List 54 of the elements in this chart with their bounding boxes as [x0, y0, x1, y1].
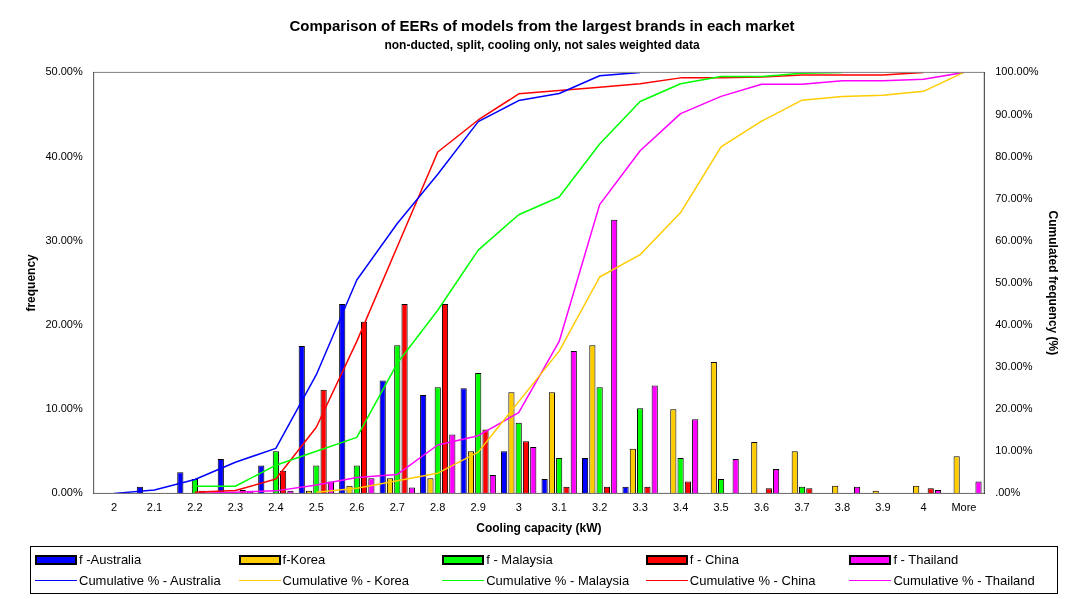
x-tick-label: 3.2 [592, 501, 608, 514]
y-tick-label: 40.00% [45, 149, 83, 162]
y-tick-label: 30.00% [45, 233, 83, 246]
x-tick-label: 2.4 [268, 501, 284, 514]
y2-tick-label: 20.00% [995, 402, 1033, 415]
x-tick-label: 2.2 [187, 501, 203, 514]
legend-label: Cumulative % - Korea [281, 572, 411, 590]
y2-tick-label: 40.00% [995, 318, 1033, 331]
y2-tick-label: 90.00% [995, 107, 1033, 120]
chart-subtitle: non-ducted, split, cooling only, not sales weighted data [384, 37, 700, 52]
y-tick-label: 50.00% [45, 65, 83, 78]
legend-label: Cumulative % - China [688, 572, 817, 590]
x-tick-label: 3.8 [834, 501, 851, 514]
y2-tick-label: .00% [995, 486, 1021, 499]
x-tick-label: 3.6 [753, 501, 770, 514]
chart-title: Comparison of EERs of models from the largest brands in each market [289, 17, 795, 35]
x-tick-label: 2.9 [470, 501, 486, 514]
legend-label: Cumulative % - Australia [78, 572, 222, 590]
y-tick-label: 20.00% [45, 318, 83, 331]
x-tick-label: 3.1 [551, 501, 567, 514]
x-tick-label: 2.1 [146, 501, 163, 514]
x-tick-label: 2 [110, 501, 118, 514]
x-tick-label: 3.5 [713, 501, 729, 514]
legend-label: f - Malaysia [485, 551, 554, 569]
x-tick-label: 3.3 [632, 501, 648, 514]
x-tick-label: 4 [920, 501, 927, 514]
y2-tick-label: 100.00% [995, 65, 1039, 78]
legend-label: Cumulative % - Malaysia [485, 572, 631, 590]
x-tick-label: More [951, 501, 977, 514]
x-tick-label: 2.8 [430, 501, 446, 514]
y-tick-label: 0.00% [51, 486, 83, 499]
x-tick-label: 3.4 [672, 501, 689, 514]
y2-tick-label: 70.00% [995, 191, 1033, 204]
x-tick-label: 3 [515, 501, 522, 514]
y2-tick-label: 80.00% [995, 149, 1033, 162]
y2-tick-label: 60.00% [995, 233, 1033, 246]
legend-label: f - China [688, 551, 740, 569]
x-tick-label: 2.7 [389, 501, 405, 514]
x-tick-label: 3.7 [794, 501, 810, 514]
legend-label: f - Thailand [892, 551, 960, 569]
legend-label: f -Australia [78, 551, 143, 569]
y2-tick-label: 30.00% [995, 360, 1033, 373]
y2-axis-title: Cumulated frequency (%) [1046, 210, 1061, 356]
legend-label: f-Korea [281, 551, 327, 569]
legend-label: Cumulative % - Thailand [892, 572, 1036, 590]
x-axis-title: Cooling capacity (kW) [476, 521, 602, 536]
y-axis-title: frequency [23, 253, 38, 312]
x-tick-label: 2.6 [349, 501, 365, 514]
y2-tick-label: 10.00% [995, 444, 1033, 457]
x-tick-label: 2.5 [308, 501, 324, 514]
x-tick-label: 3.9 [875, 501, 891, 514]
y2-tick-label: 50.00% [995, 275, 1033, 288]
y-tick-label: 10.00% [45, 402, 83, 415]
x-tick-label: 2.3 [227, 501, 244, 514]
